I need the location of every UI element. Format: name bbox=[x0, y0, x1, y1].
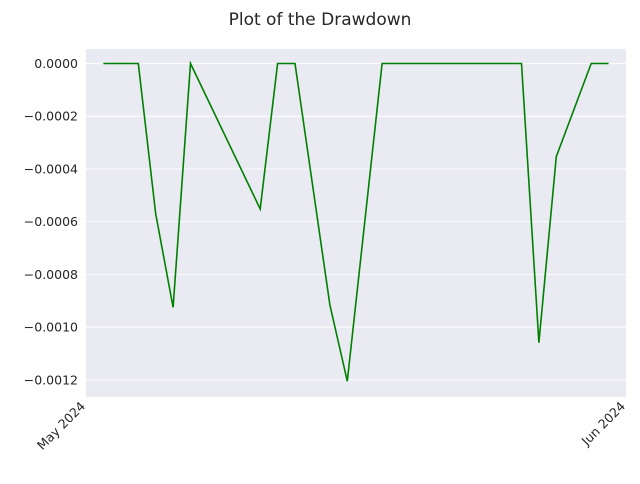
x-axis-ticks: May 2024 Jun 2024 bbox=[34, 398, 628, 452]
plot-area bbox=[86, 49, 626, 397]
y-tick-label: −0.0002 bbox=[24, 109, 78, 124]
y-tick-label: −0.0008 bbox=[24, 267, 78, 282]
y-tick-label: 0.0000 bbox=[34, 56, 78, 71]
chart-title: Plot of the Drawdown bbox=[229, 10, 412, 30]
y-tick-label: −0.0006 bbox=[24, 214, 78, 229]
y-tick-label: −0.0012 bbox=[24, 372, 78, 387]
drawdown-line bbox=[103, 60, 609, 382]
y-axis-ticks: 0.0000 −0.0002 −0.0004 −0.0006 −0.0008 −0.001… bbox=[24, 56, 78, 387]
y-tick-label: −0.0010 bbox=[24, 320, 78, 335]
x-tick-label: May 2024 bbox=[34, 398, 88, 452]
x-tick-label: Jun 2024 bbox=[578, 398, 628, 448]
y-tick-label: −0.0004 bbox=[24, 161, 78, 176]
